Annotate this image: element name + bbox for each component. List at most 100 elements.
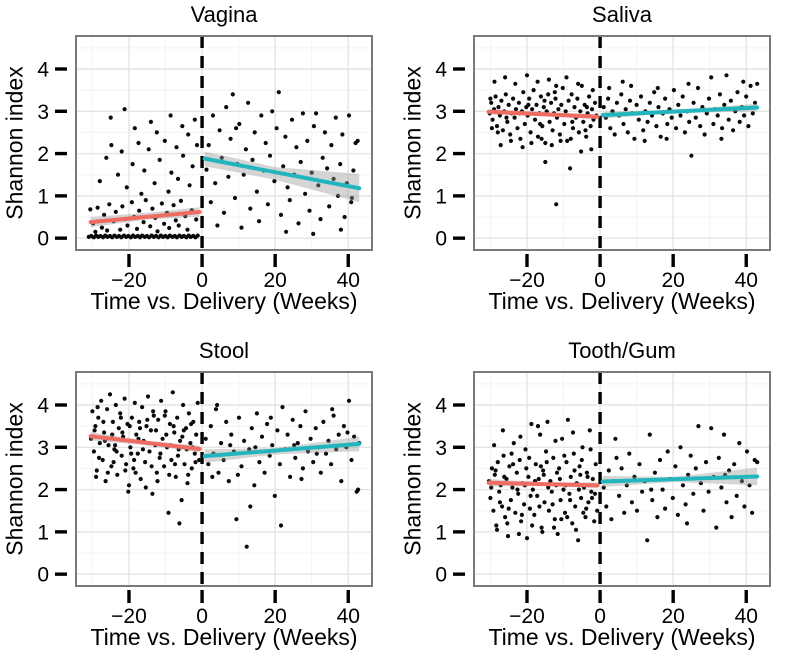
data-point [674, 126, 679, 131]
data-point [709, 75, 714, 80]
data-point [239, 225, 244, 230]
data-point [588, 447, 593, 452]
data-point [511, 96, 516, 101]
data-point [695, 85, 701, 91]
data-point [285, 185, 290, 190]
data-point [142, 168, 147, 173]
data-point [688, 453, 693, 458]
x-tick-label: 40 [337, 269, 360, 292]
data-point [562, 121, 567, 127]
data-point [158, 451, 163, 456]
y-tick-label: 0 [435, 564, 447, 587]
data-point [110, 432, 115, 437]
data-point [349, 195, 354, 201]
data-point [595, 508, 600, 513]
data-point [167, 225, 172, 231]
data-point [593, 462, 598, 467]
data-point [185, 481, 190, 486]
data-point [285, 432, 290, 437]
data-point [311, 124, 316, 129]
data-point [513, 81, 518, 86]
data-point [169, 457, 174, 463]
data-point [543, 449, 549, 454]
data-point [179, 498, 184, 503]
data-point [492, 443, 497, 448]
data-point [535, 493, 540, 498]
data-point [94, 468, 99, 473]
data-point [93, 424, 98, 429]
data-point [693, 115, 698, 120]
data-point [167, 472, 172, 477]
data-point [629, 83, 634, 88]
data-point [737, 119, 742, 124]
data-point [318, 470, 323, 475]
data-point [174, 145, 179, 150]
data-point [102, 430, 107, 435]
data-point [520, 145, 525, 150]
data-point [604, 504, 609, 509]
panel-title: Vagina [190, 2, 258, 27]
data-point [546, 508, 551, 513]
data-point [567, 491, 572, 496]
data-point [311, 231, 316, 236]
data-point [627, 98, 633, 103]
data-point [346, 398, 352, 403]
data-point [742, 504, 747, 509]
data-point [252, 130, 257, 135]
data-point [562, 453, 567, 458]
data-point [534, 102, 539, 107]
data-point [169, 170, 174, 175]
data-point [632, 474, 637, 479]
data-point [288, 474, 293, 479]
data-point [735, 90, 740, 95]
data-point [126, 483, 132, 488]
data-point [172, 462, 178, 467]
data-point [737, 441, 742, 446]
data-point [127, 424, 132, 429]
data-point [704, 111, 709, 116]
data-point [541, 472, 546, 477]
data-point [741, 79, 746, 84]
x-tick-label: 0 [196, 605, 208, 628]
data-point [755, 460, 760, 465]
data-point [113, 209, 118, 214]
y-tick-label: 2 [435, 479, 447, 502]
y-tick-label: 1 [435, 185, 447, 208]
data-point [572, 105, 577, 110]
data-point [133, 470, 138, 475]
data-point [107, 202, 112, 207]
data-point [556, 107, 561, 112]
data-point [489, 485, 494, 490]
data-point [573, 504, 578, 509]
data-point [168, 113, 173, 118]
data-point [564, 460, 569, 465]
panel-title: Saliva [592, 2, 652, 27]
data-point [248, 504, 253, 509]
data-point [570, 430, 576, 435]
data-point [601, 485, 606, 490]
data-point [581, 119, 586, 124]
post-delivery-trend-line [202, 156, 362, 191]
data-point [499, 98, 504, 103]
data-point [496, 105, 501, 110]
data-point [500, 128, 505, 133]
data-point [655, 85, 660, 91]
data-point [215, 402, 220, 408]
data-point [113, 402, 118, 408]
y-tick-label: 4 [37, 394, 49, 417]
data-point [321, 419, 326, 424]
data-point [663, 506, 668, 511]
data-point [687, 119, 692, 124]
y-tick-label: 2 [37, 143, 49, 166]
data-point [342, 214, 347, 220]
data-point [155, 479, 160, 484]
data-point [590, 476, 595, 482]
data-point [236, 415, 242, 420]
data-point [724, 500, 729, 505]
data-point [549, 143, 554, 148]
data-point [505, 521, 510, 526]
data-point [575, 96, 580, 101]
data-point [151, 409, 156, 414]
axis-ticks: 0 1 2 3 4 −20 0 20 40 [37, 58, 360, 292]
data-point [175, 453, 181, 458]
